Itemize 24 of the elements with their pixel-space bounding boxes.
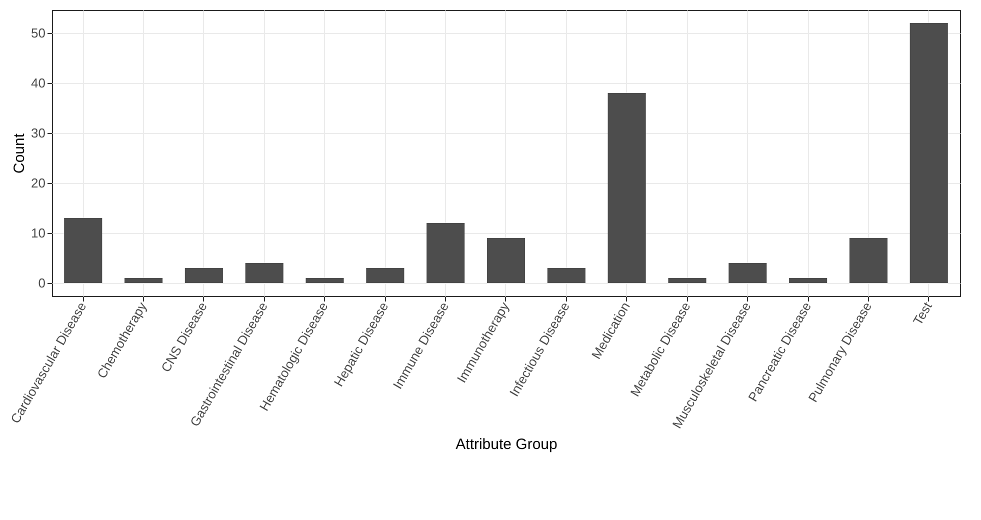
- x-tick-label: Test: [910, 299, 936, 328]
- bar: [184, 268, 223, 283]
- bar: [789, 278, 828, 283]
- bar: [426, 223, 465, 283]
- bar: [124, 278, 163, 283]
- y-tick-label: 20: [31, 176, 46, 190]
- bar: [306, 278, 344, 283]
- bar: [728, 263, 767, 283]
- bar: [910, 23, 948, 283]
- bar: [849, 238, 888, 283]
- bar: [366, 268, 404, 283]
- y-tick-label: 0: [38, 276, 46, 290]
- bar: [668, 278, 706, 283]
- bar: [547, 268, 586, 283]
- y-tick-label: 40: [31, 76, 46, 90]
- y-axis-title: Count: [11, 132, 28, 174]
- bar: [64, 218, 102, 283]
- x-axis-title: Attribute Group: [456, 436, 558, 453]
- bar: [486, 238, 526, 283]
- y-tick-label: 30: [31, 126, 46, 140]
- bar: [245, 263, 284, 283]
- bar: [608, 93, 646, 283]
- y-tick-label: 50: [31, 26, 46, 40]
- y-tick-label: 10: [31, 226, 46, 240]
